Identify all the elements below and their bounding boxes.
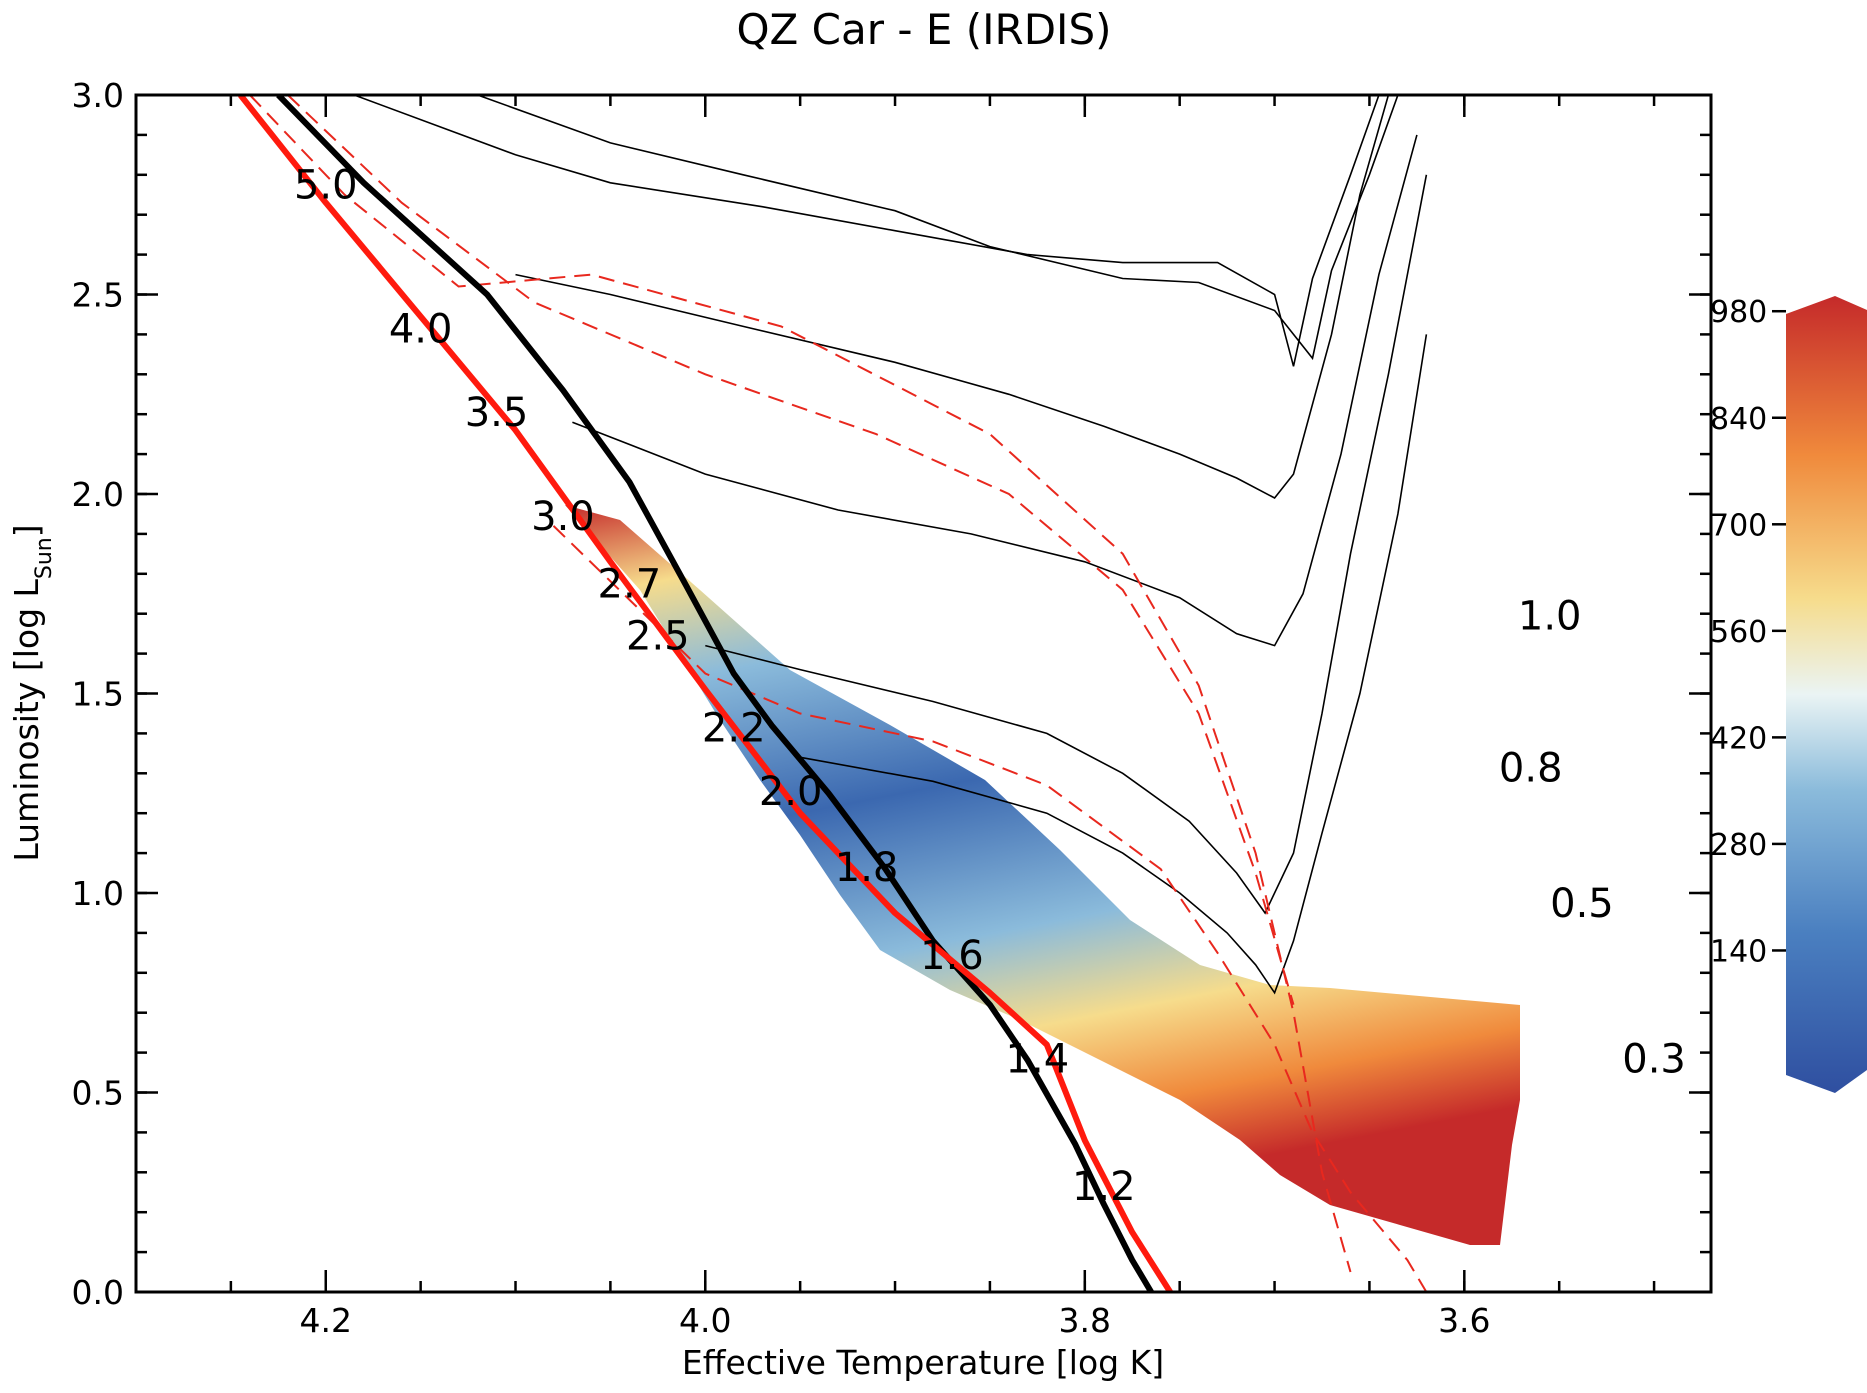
colorbar-tick-label: 420 [1710,721,1767,756]
x-axis-ticks: 4.2 4.0 3.8 3.6 [229,95,1656,1340]
colorbar-tick-label: 560 [1710,615,1767,650]
y-tick-label: 1.5 [72,675,124,714]
y-tick-label: 2.0 [72,475,124,514]
mass-label: 2.7 [598,562,662,608]
mass-label: 1.6 [920,933,984,979]
mass-label: 2.0 [759,769,823,815]
x-tick-label: 4.0 [679,1301,731,1340]
colorbar-tick-label: 700 [1710,508,1767,543]
red-dashed-isochrones [249,95,1428,1292]
x-tick-label: 3.8 [1059,1301,1111,1340]
evolutionary-track [515,95,1390,500]
zams-line [238,95,1173,1292]
mass-label: 0.5 [1550,881,1614,927]
colorbar-tick-label: 840 [1710,402,1767,437]
mass-label: 3.5 [465,390,529,436]
y-tick-label: 3.0 [72,76,124,115]
y-tick-label: 1.0 [72,874,124,913]
colorbar-ticks: 140 280 420 560 700 840 980 [1710,295,1786,969]
colorbar-tick-label: 280 [1710,828,1767,863]
evolutionary-track [705,174,1428,915]
evolutionary-track [800,334,1428,995]
mass-label: 1.2 [1072,1164,1136,1210]
red-dashed-isochrone [552,525,1428,1292]
colorbar-tick-label: 140 [1710,934,1767,969]
y-axis-ticks: 0.0 0.5 1.0 1.5 2.0 2.5 3.0 [72,76,1711,1312]
x-axis-label: Effective Temperature [log K] [682,1343,1164,1382]
evolutionary-tracks [353,95,1428,995]
x-tick-label: 4.2 [300,1301,352,1340]
mass-label: 0.8 [1499,745,1563,791]
mass-label: 1.8 [835,845,899,891]
y-axis-label-main: Luminosity [log L [7,578,46,861]
mass-labels: 5.0 4.0 3.5 3.02.7 2.5 2.2 2.0 1.8 1.6 1.4 1.2 1.0 0… [294,163,1686,1210]
mass-label: 1.4 [1006,1037,1070,1083]
mass-label: 0.3 [1622,1037,1686,1083]
red-dashed-isochrone [249,95,1352,1273]
evolutionary-track [572,134,1418,647]
colorbar-tick-label: 980 [1710,295,1767,330]
thick-isochrone-lines [276,95,1154,1292]
y-tick-label: 2.5 [72,276,124,315]
mass-label: 2.2 [702,705,766,751]
y-tick-label: 0.5 [72,1074,124,1113]
mass-label: 2.5 [626,614,690,660]
chart-title: QZ Car - E (IRDIS) [737,5,1112,54]
colorbar [1786,296,1867,1093]
evolutionary-track [353,95,1380,367]
mass-label: 4.0 [389,306,453,352]
y-tick-label: 0.0 [72,1273,124,1312]
mass-label: 3.0 [531,494,595,540]
red-dashed-isochrone [287,95,1295,1005]
y-axis-label: Luminosity [log LSun] [7,524,57,861]
evolutionary-track [477,95,1399,361]
mass-label: 1.0 [1518,594,1582,640]
zams-red-line [238,95,1173,1292]
x-tick-label: 3.6 [1438,1301,1490,1340]
thick-isochrone [276,95,1154,1292]
mass-label: 5.0 [294,163,358,209]
y-axis-label-sub: Sun [32,537,57,579]
y-axis-label-end: ] [7,524,46,537]
